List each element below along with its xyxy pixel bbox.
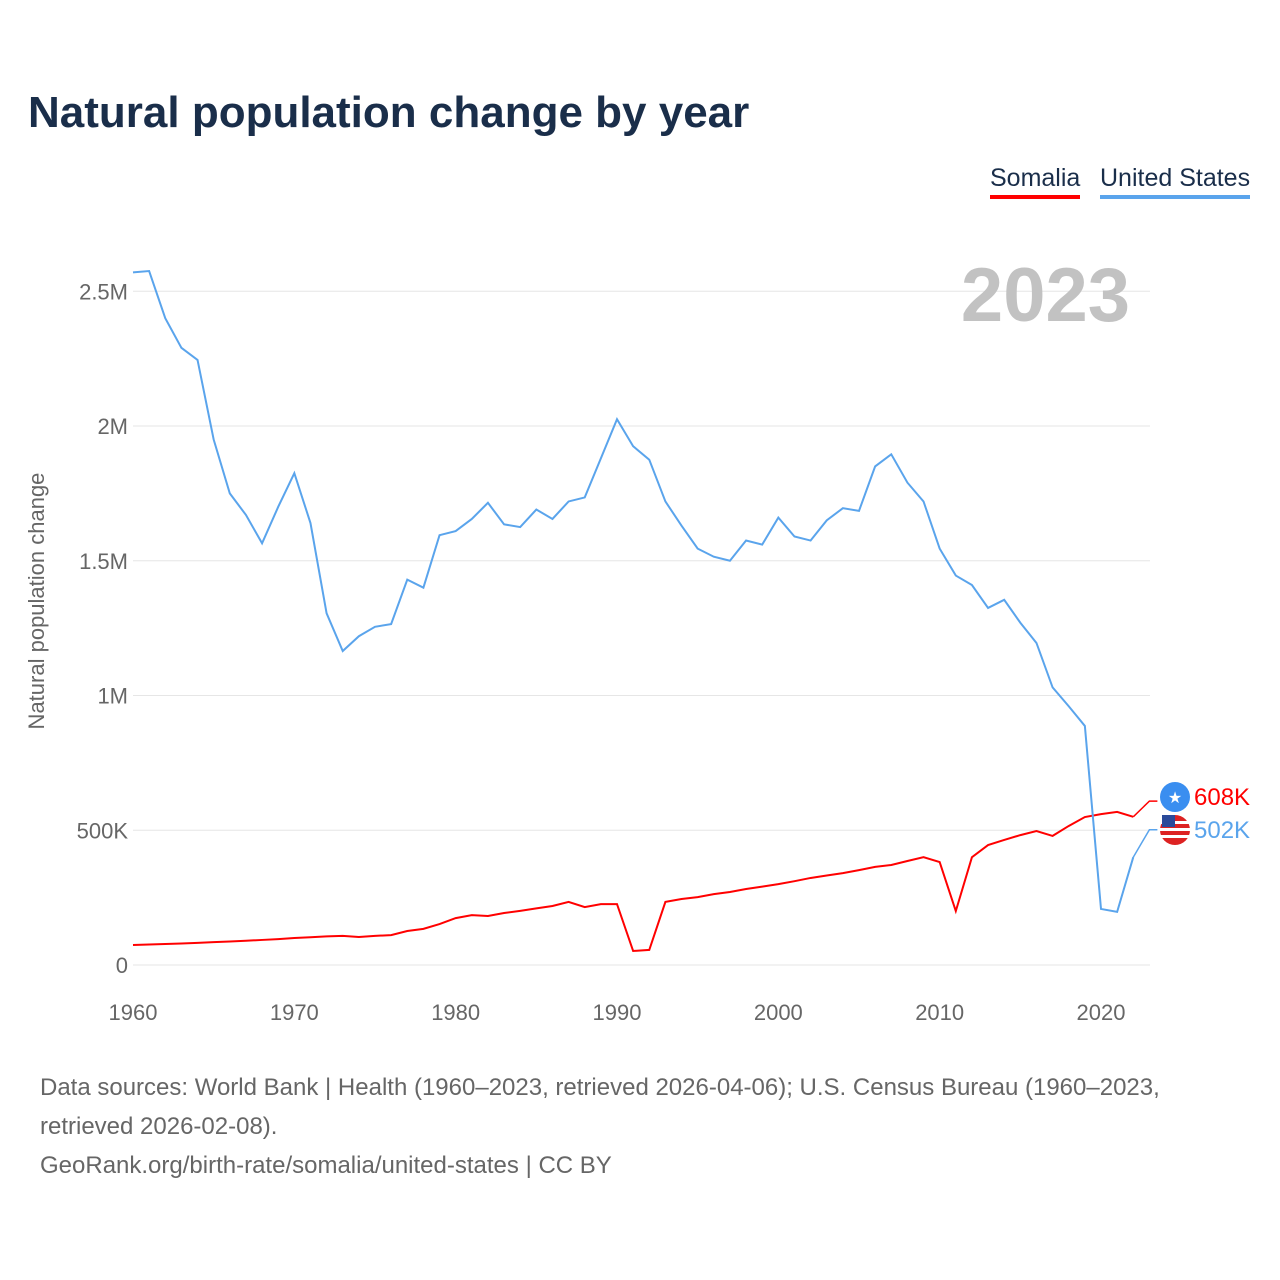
x-tick-label: 1970 [270, 1000, 319, 1025]
x-tick-label: 1990 [593, 1000, 642, 1025]
x-tick-label: 2010 [915, 1000, 964, 1025]
star-icon: ★ [1168, 790, 1182, 807]
legend-somalia[interactable]: Somalia [990, 164, 1081, 199]
end-value-label: 502K [1194, 817, 1250, 844]
y-axis-label: Natural population change [24, 472, 49, 730]
x-tick-label: 1960 [109, 1000, 158, 1025]
end-connector [1132, 800, 1158, 818]
legend-united-states[interactable]: United States [1100, 164, 1251, 199]
series-line-somalia [132, 810, 1134, 953]
flag-canton [1162, 815, 1175, 827]
x-tick-label: 2000 [754, 1000, 803, 1025]
y-tick-label: 1.5M [79, 549, 128, 574]
x-tick-label: 1980 [431, 1000, 480, 1025]
y-tick-label: 0 [116, 953, 128, 978]
end-value-label: 608K [1194, 784, 1250, 811]
y-tick-label: 2.5M [79, 279, 128, 304]
year-label: 2023 [960, 253, 1130, 338]
x-tick-label: 2020 [1077, 1000, 1126, 1025]
sources: Data sources: World Bank | Health (1960–… [40, 1068, 1250, 1185]
somalia-flag-icon [1160, 782, 1190, 812]
chart-title: Natural population change by year [28, 88, 750, 137]
series-line-united-states [132, 269, 1135, 914]
y-tick-label: 500K [77, 818, 129, 843]
source-link[interactable]: GeoRank.org/birth-rate/somalia/united-st… [40, 1152, 612, 1179]
end-connector [1132, 828, 1158, 858]
flag-stripe [1160, 835, 1190, 838]
source-text: Data sources: World Bank | Health (1960–… [40, 1074, 1160, 1140]
y-tick-label: 2M [97, 414, 128, 439]
y-tick-label: 1M [97, 684, 128, 709]
flag-stripe [1160, 828, 1190, 831]
